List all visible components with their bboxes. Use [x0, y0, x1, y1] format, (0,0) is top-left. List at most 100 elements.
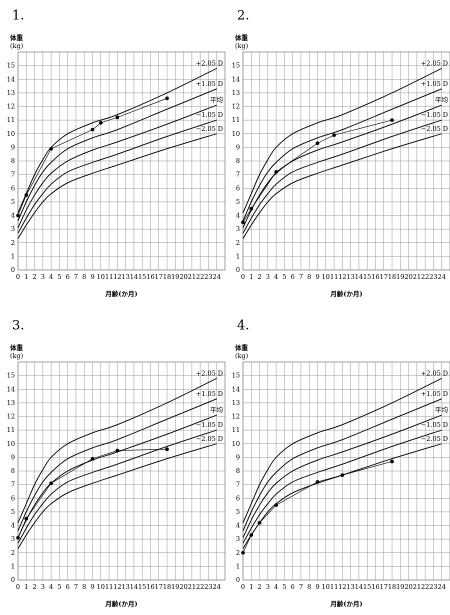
x-tick-label: 6 [291, 273, 295, 281]
y-tick-label: 10 [232, 130, 240, 138]
x-tick-label: 22 [421, 273, 429, 281]
x-tick-label: 11 [330, 583, 338, 591]
x-tick-label: 20 [404, 583, 412, 591]
x-tick-label: 23 [204, 583, 212, 591]
x-tick-label: 1 [249, 583, 253, 591]
y-tick-label: 0 [236, 576, 240, 584]
x-tick-label: 7 [74, 273, 78, 281]
curve-label: −1.05 D [421, 421, 448, 429]
y-tick-label: 8 [11, 157, 15, 165]
x-tick-label: 12 [338, 273, 346, 281]
x-axis-label: 月齢(か月) [104, 289, 137, 298]
y-tick-label: 11 [232, 116, 240, 124]
x-tick-label: 7 [299, 583, 303, 591]
y-tick-label: 4 [236, 522, 240, 530]
measurement-line [17, 448, 168, 538]
x-tick-label: 0 [16, 273, 20, 281]
curve-label: +1.05 D [196, 390, 223, 398]
measurement-point [340, 473, 345, 477]
y-tick-label: 2 [236, 239, 240, 247]
x-tick-label: 9 [315, 273, 319, 281]
x-tick-label: 20 [404, 273, 412, 281]
x-tick-label: 21 [413, 273, 421, 281]
y-tick-label: 15 [7, 62, 15, 70]
measurement-point [249, 533, 254, 537]
x-tick-label: 16 [371, 273, 379, 281]
y-tick-label: 3 [236, 225, 240, 233]
x-tick-label: 0 [241, 273, 245, 281]
y-tick-label: 2 [11, 239, 15, 247]
x-tick-label: 17 [380, 583, 388, 591]
x-tick-label: 1 [24, 583, 28, 591]
x-tick-label: 21 [188, 273, 196, 281]
x-tick-label: 10 [322, 273, 330, 281]
measurement-point [274, 170, 278, 174]
y-tick-label: 4 [11, 522, 15, 530]
y-tick-label: 3 [11, 535, 15, 543]
y-axis-unit: (kg) [10, 352, 24, 360]
y-tick-label: 3 [11, 225, 15, 233]
reference-curve [17, 414, 217, 538]
reference-curve [17, 429, 217, 544]
x-tick-label: 6 [66, 583, 70, 591]
x-tick-label: 2 [32, 583, 36, 591]
measurement-point [315, 480, 320, 484]
reference-curve [17, 119, 217, 234]
x-tick-label: 4 [49, 273, 53, 281]
x-tick-label: 10 [97, 273, 105, 281]
y-axis-label: 体重 [10, 343, 24, 352]
x-tick-label: 23 [429, 583, 437, 591]
measurement-point [165, 447, 169, 451]
y-tick-label: 13 [7, 399, 15, 407]
measurement-point [257, 520, 262, 525]
x-tick-label: 16 [146, 583, 154, 591]
curve-label: −2.05 D [196, 435, 223, 443]
x-tick-label: 2 [257, 273, 261, 281]
measurement-point [49, 146, 53, 151]
x-tick-label: 5 [57, 273, 61, 281]
curve-label: +2.05 D [421, 369, 448, 377]
x-tick-label: 5 [282, 273, 286, 281]
y-tick-label: 13 [232, 399, 240, 407]
x-tick-label: 18 [163, 273, 171, 281]
curve-label: 平均 [210, 405, 224, 414]
x-tick-label: 21 [413, 583, 421, 591]
y-tick-label: 2 [236, 549, 240, 557]
reference-curve [17, 67, 217, 213]
y-tick-label: 15 [232, 62, 240, 70]
y-tick-label: 1 [236, 252, 240, 260]
y-tick-label: 10 [7, 440, 15, 448]
curve-label: −1.05 D [196, 421, 223, 429]
x-tick-label: 15 [138, 273, 146, 281]
x-tick-label: 11 [105, 273, 113, 281]
x-tick-label: 8 [307, 583, 311, 591]
y-axis-unit: (kg) [235, 352, 249, 360]
y-tick-label: 7 [236, 481, 240, 489]
y-axis-label: 体重 [10, 33, 24, 42]
y-tick-label: 11 [7, 426, 15, 434]
y-tick-label: 8 [236, 157, 240, 165]
reference-curve [17, 133, 217, 239]
y-tick-label: 12 [232, 413, 240, 421]
y-tick-label: 6 [236, 494, 240, 502]
reference-curve [242, 377, 442, 523]
x-axis-label: 月齢(か月) [329, 599, 362, 608]
x-tick-label: 0 [16, 583, 20, 591]
y-tick-label: 1 [236, 562, 240, 570]
x-tick-label: 11 [330, 273, 338, 281]
x-tick-label: 5 [282, 583, 286, 591]
x-tick-label: 10 [97, 583, 105, 591]
x-tick-label: 15 [363, 583, 371, 591]
y-tick-label: 11 [232, 426, 240, 434]
curve-label: 平均 [435, 95, 449, 104]
x-tick-label: 15 [363, 273, 371, 281]
y-tick-label: 14 [7, 385, 15, 393]
x-tick-label: 10 [322, 583, 330, 591]
x-tick-label: 7 [299, 273, 303, 281]
x-tick-label: 21 [188, 583, 196, 591]
reference-curve [17, 398, 217, 532]
x-tick-label: 14 [130, 273, 138, 281]
measurement-point [241, 550, 245, 555]
measurement-point [24, 193, 29, 197]
